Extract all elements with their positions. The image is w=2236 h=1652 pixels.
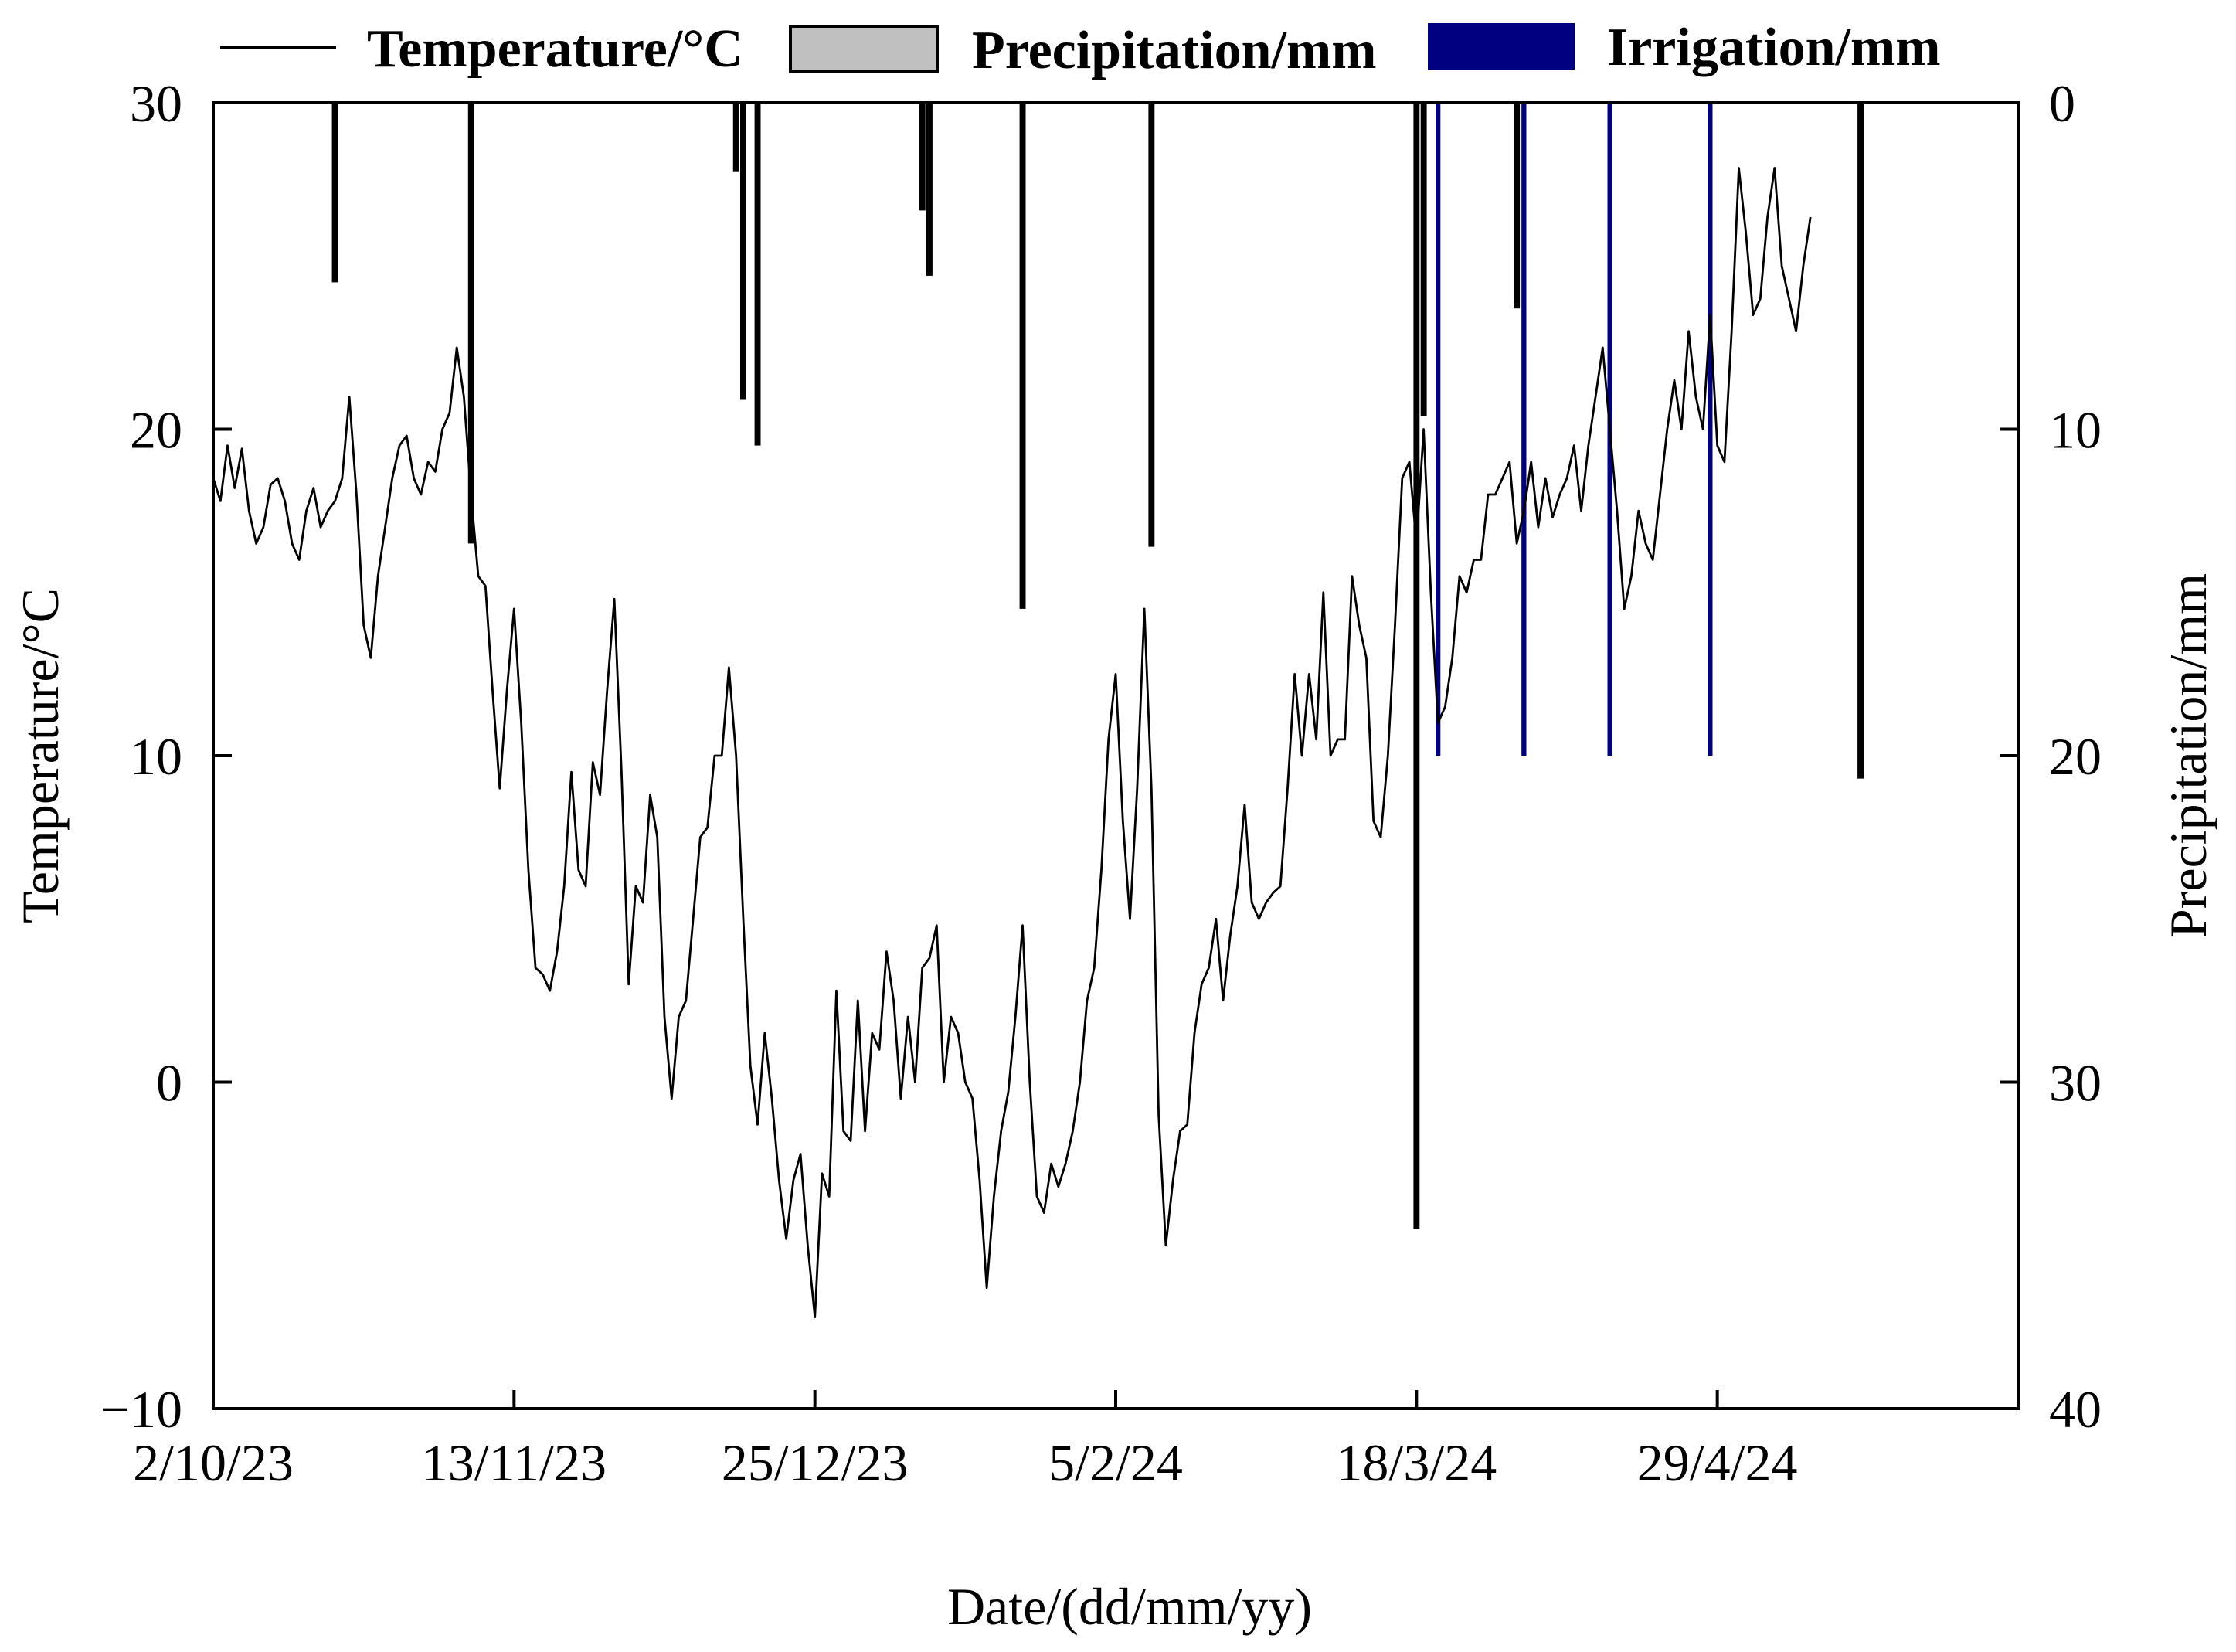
y-right-tick-label: 20 [2049, 727, 2102, 786]
precipitation-bars [331, 103, 1864, 1229]
precipitation-bar [331, 103, 338, 283]
y-axis-right-title: Precipitation/mm [2159, 573, 2217, 938]
precipitation-bar [732, 103, 739, 172]
y-right-tick-label: 0 [2049, 74, 2075, 133]
legend: Temperature/°C Precipitation/mm Irrigati… [220, 18, 1941, 80]
y-left-tick-label: 10 [130, 727, 182, 786]
y-axis-left: −10 0 10 20 30 [100, 74, 232, 1439]
precipitation-bar [926, 103, 933, 276]
y-right-tick-label: 10 [2049, 401, 2102, 460]
x-tick-label: 18/3/24 [1336, 1433, 1497, 1492]
legend-temperature-label: Temperature/°C [367, 19, 743, 79]
irrigation-bar [1708, 103, 1713, 756]
plot-frame [212, 101, 2020, 1410]
irrigation-bars [1436, 103, 1713, 756]
y-left-tick-label: −10 [100, 1380, 182, 1439]
precipitation-bar [1514, 103, 1521, 309]
temperature-line [212, 167, 1812, 1319]
precipitation-bar [1413, 103, 1420, 1229]
x-tick-label: 2/10/23 [133, 1433, 294, 1492]
legend-irrigation-swatch [1428, 23, 1575, 70]
x-tick-label: 25/12/23 [722, 1433, 909, 1492]
precipitation-bar [754, 103, 761, 446]
x-axis: 2/10/23 13/11/23 25/12/23 5/2/24 18/3/24 29/4… [133, 1390, 1798, 1492]
x-tick-label: 13/11/23 [422, 1433, 607, 1492]
precipitation-bar [1148, 103, 1155, 547]
y-axis-left-title: Temperature/°C [11, 588, 70, 923]
y-left-tick-label: 0 [156, 1054, 182, 1113]
precipitation-bar [919, 103, 926, 211]
y-right-tick-label: 30 [2049, 1054, 2102, 1113]
y-left-tick-label: 20 [130, 401, 182, 460]
precipitation-bar [1420, 103, 1427, 416]
x-tick-label: 5/2/24 [1048, 1433, 1183, 1492]
legend-precipitation-swatch [789, 25, 939, 73]
precipitation-bar [1019, 103, 1026, 609]
irrigation-bar [1436, 103, 1441, 756]
y-left-tick-label: 30 [130, 74, 182, 133]
legend-irrigation-label: Irrigation/mm [1607, 18, 1941, 77]
legend-precipitation-label: Precipitation/mm [972, 21, 1377, 80]
y-axis-right: 0 10 20 30 40 [2000, 74, 2102, 1439]
x-axis-title: Date/(dd/mm/yy) [947, 1577, 1312, 1636]
irrigation-bar [1521, 103, 1527, 756]
y-right-tick-label: 40 [2049, 1380, 2102, 1439]
precipitation-bar [467, 103, 474, 544]
x-tick-label: 29/4/24 [1637, 1433, 1798, 1492]
precipitation-bar [1857, 103, 1864, 779]
precipitation-bar [740, 103, 746, 400]
